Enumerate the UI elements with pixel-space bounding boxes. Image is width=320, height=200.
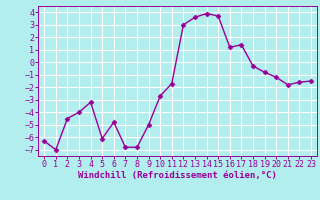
X-axis label: Windchill (Refroidissement éolien,°C): Windchill (Refroidissement éolien,°C)	[78, 171, 277, 180]
